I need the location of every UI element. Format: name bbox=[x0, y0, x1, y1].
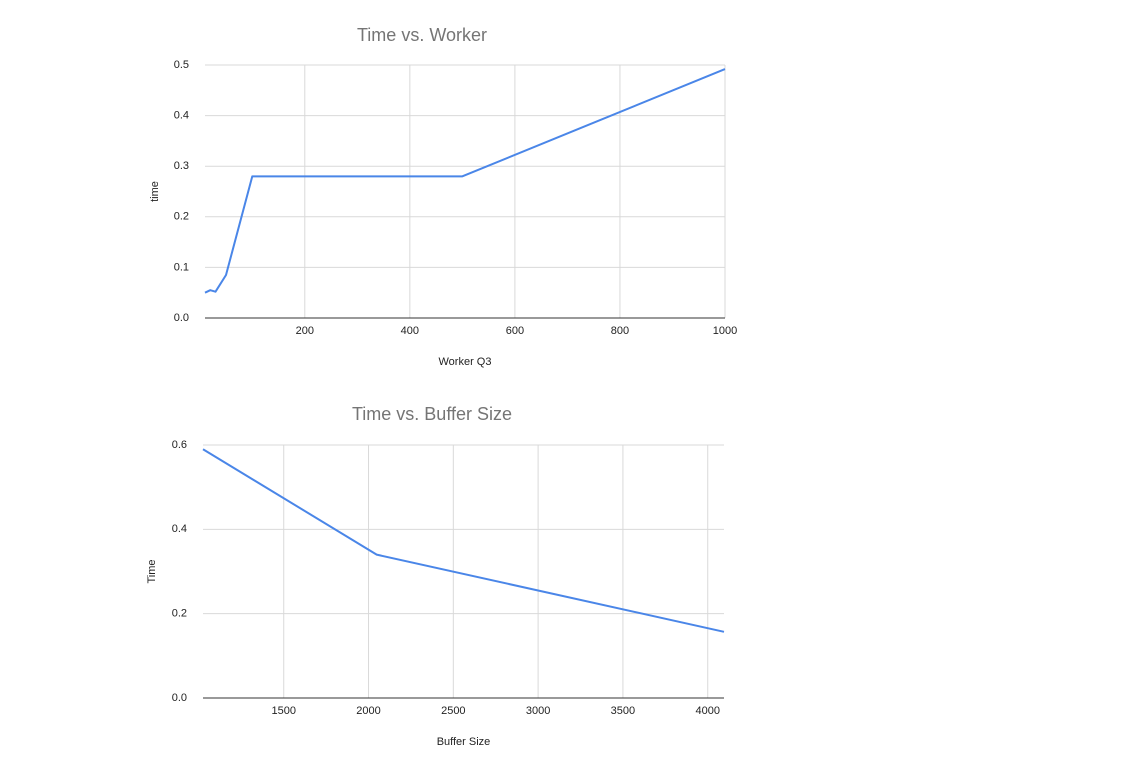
x-tick-label: 3500 bbox=[611, 705, 635, 717]
x-tick-label: 1500 bbox=[271, 705, 295, 717]
data-line bbox=[202, 448, 725, 633]
x-tick-label: 200 bbox=[296, 325, 314, 337]
y-tick-label: 0.0 bbox=[174, 312, 189, 324]
x-tick-label: 3000 bbox=[526, 705, 550, 717]
x-tick-label: 600 bbox=[506, 325, 524, 337]
y-tick-label: 0.1 bbox=[174, 261, 189, 273]
y-tick-label: 0.4 bbox=[174, 110, 189, 122]
y-tick-label: 0.4 bbox=[172, 523, 187, 535]
x-axis-title: Buffer Size bbox=[437, 736, 491, 748]
x-tick-label: 2500 bbox=[441, 705, 465, 717]
chart-title: Time vs. Worker bbox=[357, 25, 487, 45]
y-tick-label: 0.6 bbox=[172, 439, 187, 451]
x-tick-label: 2000 bbox=[356, 705, 380, 717]
x-tick-label: 400 bbox=[401, 325, 419, 337]
x-axis-title: Worker Q3 bbox=[439, 356, 492, 368]
x-tick-label: 1000 bbox=[713, 325, 737, 337]
x-tick-label: 4000 bbox=[695, 705, 719, 717]
y-tick-label: 0.3 bbox=[174, 160, 189, 172]
chart-title: Time vs. Buffer Size bbox=[352, 404, 512, 424]
data-line bbox=[204, 68, 726, 294]
y-tick-label: 0.0 bbox=[172, 692, 187, 704]
y-tick-label: 0.2 bbox=[172, 608, 187, 620]
y-axis-title: time bbox=[149, 181, 161, 202]
y-axis-title: Time bbox=[146, 559, 158, 583]
y-tick-label: 0.5 bbox=[174, 59, 189, 71]
y-tick-label: 0.2 bbox=[174, 211, 189, 223]
x-tick-label: 800 bbox=[611, 325, 629, 337]
